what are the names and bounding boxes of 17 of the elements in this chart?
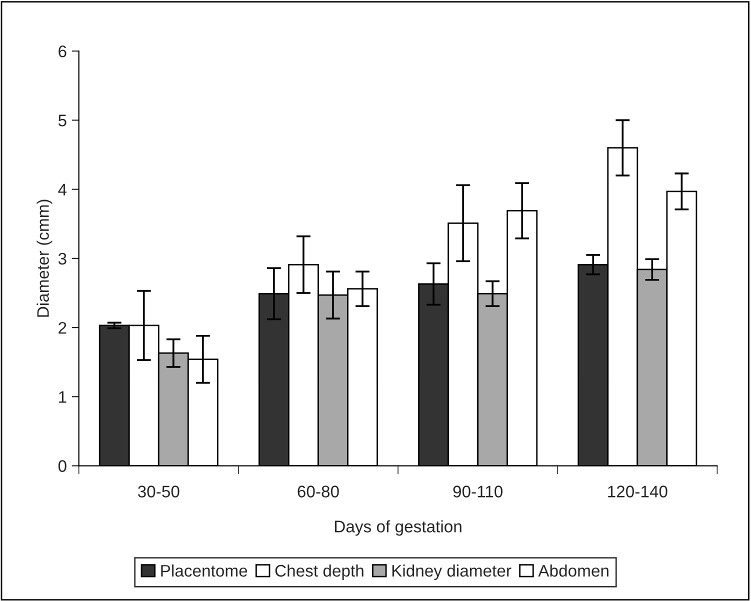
y-tick-label: 6 xyxy=(58,45,66,58)
x-tick-label: 30-50 xyxy=(138,486,180,498)
y-tick-label: 0 xyxy=(58,460,66,472)
legend-label: Abdomen xyxy=(538,564,608,577)
y-axis-title: Diameter (cmm) xyxy=(36,200,52,317)
y-tick-label: 2 xyxy=(58,322,66,334)
x-tick-label: 60-80 xyxy=(298,486,339,498)
x-axis-title: Days of gestation xyxy=(335,520,462,536)
x-tick-label: 120-140 xyxy=(608,486,668,498)
y-tick-label: 5 xyxy=(58,114,66,126)
legend-label: Chest depth xyxy=(275,564,364,580)
x-tick-label: 90-110 xyxy=(453,486,503,498)
y-tick-label: 3 xyxy=(58,252,66,265)
legend-label: Kidney diameter xyxy=(392,564,512,580)
y-tick-label: 1 xyxy=(59,391,66,403)
legend-label: Placentome xyxy=(161,564,248,577)
y-tick-label: 4 xyxy=(58,184,67,196)
